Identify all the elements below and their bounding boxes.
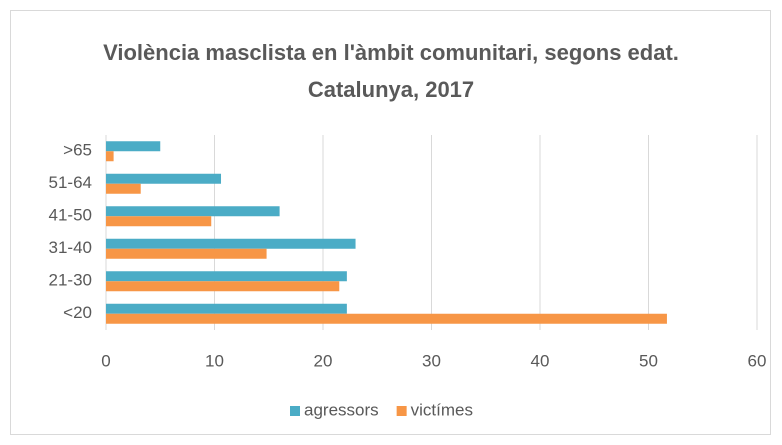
y-tick-label: 31-40 [49, 238, 92, 257]
bar [106, 141, 161, 152]
x-tick-label: 0 [101, 351, 110, 370]
x-tick-label: 20 [314, 351, 333, 370]
bar [106, 173, 222, 184]
bar [106, 281, 340, 292]
bar [106, 183, 141, 194]
x-tick-label: 40 [531, 351, 550, 370]
x-tick-label: 10 [205, 351, 224, 370]
bar [106, 151, 114, 162]
y-tick-label: 21-30 [49, 271, 92, 290]
y-tick-label: 51-64 [49, 173, 92, 192]
y-tick-label: 41-50 [49, 206, 92, 225]
bar [106, 271, 347, 282]
bar [106, 303, 347, 314]
legend-swatch [290, 406, 300, 416]
y-tick-label: >65 [63, 141, 92, 160]
bar [106, 248, 267, 259]
legend-label: victímes [411, 400, 473, 419]
bar [106, 238, 356, 249]
x-tick-label: 30 [422, 351, 441, 370]
bar [106, 313, 667, 324]
bar [106, 206, 280, 217]
chart-title: Violència masclista en l'àmbit comunitar… [103, 40, 679, 102]
y-tick-label: <20 [63, 303, 92, 322]
x-tick-label: 50 [639, 351, 658, 370]
x-tick-label: 60 [748, 351, 767, 370]
bar [106, 216, 212, 227]
legend-label: agressors [304, 400, 379, 419]
legend-swatch [396, 406, 407, 416]
